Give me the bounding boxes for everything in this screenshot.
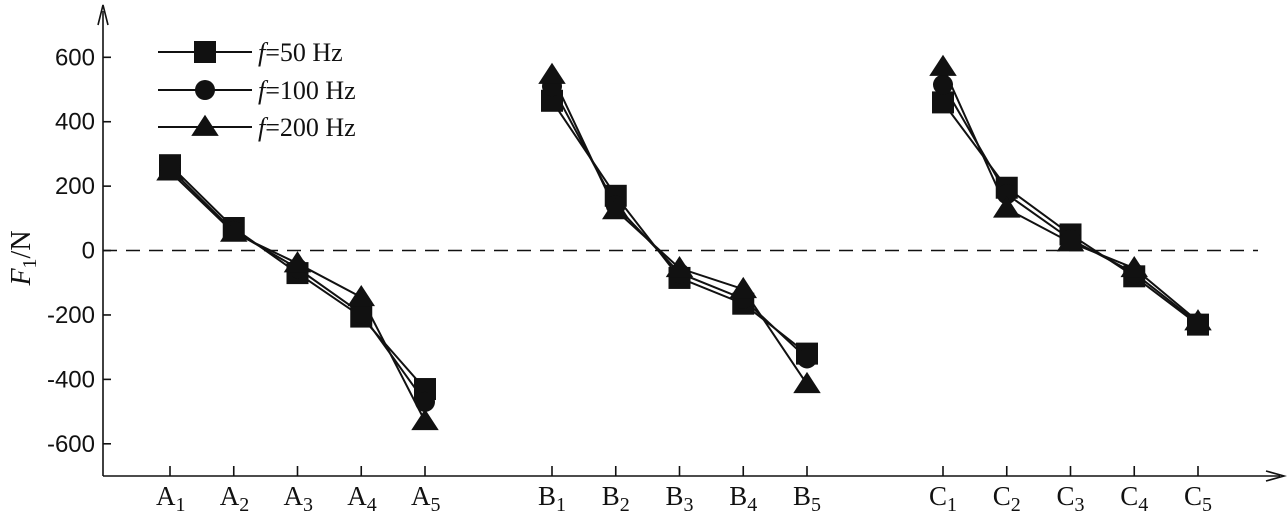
y-axis-label: F1/N — [6, 230, 41, 286]
data-point-f200hz-a3 — [283, 251, 312, 273]
series-line-f200hz-group-b — [551, 74, 808, 385]
data-point-f200hz-a1 — [156, 159, 184, 181]
x-tick-label: C5 — [1184, 481, 1212, 511]
data-point-f200hz-c1 — [929, 54, 957, 76]
data-point-f200hz-b1 — [538, 62, 566, 84]
y-tick-label: 400 — [55, 109, 95, 136]
legend-label-f100hz: f=100 Hz — [258, 76, 356, 105]
legend-marker-f50hz — [194, 41, 216, 63]
data-point-f100hz-c2 — [996, 184, 1017, 205]
x-tick-label: A1 — [156, 481, 186, 511]
data-point-f200hz-a2 — [220, 220, 248, 242]
y-tick-label: 200 — [55, 173, 95, 200]
data-point-f200hz-a4 — [347, 284, 375, 307]
data-point-f100hz-c1 — [933, 74, 953, 95]
legend-marker-f100hz — [195, 80, 215, 100]
data-point-f200hz-a5 — [411, 408, 439, 431]
x-tick-label: B5 — [793, 481, 821, 511]
y-tick-label: 600 — [55, 44, 95, 71]
x-tick-label: C4 — [1120, 481, 1148, 511]
legend-label-f200hz: f=200 Hz — [258, 113, 356, 142]
y-axis-arrow — [97, 4, 109, 26]
data-point-f100hz-a5 — [415, 391, 435, 412]
x-axis-arrow — [1265, 470, 1287, 482]
data-point-f200hz-b2 — [602, 198, 630, 220]
data-point-f200hz-c3 — [1056, 230, 1085, 252]
x-tick-label: C2 — [993, 481, 1021, 511]
x-tick-label: B1 — [538, 481, 566, 511]
data-point-f200hz-b5 — [793, 371, 821, 394]
series-line-f100hz-group-c — [942, 84, 1199, 324]
data-point-f200hz-b3 — [665, 255, 694, 278]
series-line-f50hz-group-c — [942, 101, 1199, 326]
x-tick-label: B2 — [602, 481, 630, 511]
y-tick-label: -400 — [47, 366, 95, 393]
x-tick-label: A2 — [220, 481, 250, 511]
series-line-f200hz-group-a — [169, 170, 426, 422]
axes: -600 -400 -200 0 200 400 600 A1 A2 A3 A4 A5 B1 B2 B3 B4… — [47, 4, 1287, 511]
y-tick-label: -600 — [47, 431, 95, 458]
data-point-f200hz-c4 — [1120, 255, 1148, 278]
legend: f=50 Hz f=100 Hz f=200 Hz — [158, 38, 356, 142]
y-tick-label: 0 — [82, 238, 95, 265]
series-line-f50hz-group-b — [551, 100, 808, 355]
x-tick-label: A5 — [411, 481, 441, 511]
x-tick-label: B3 — [666, 481, 694, 511]
x-tick-label: A4 — [347, 481, 377, 511]
data-point-f100hz-a4 — [351, 303, 372, 324]
legend-marker-f200hz — [191, 114, 219, 136]
series-line-f100hz-group-b — [551, 85, 808, 360]
x-tick-label: B4 — [729, 481, 757, 511]
data-point-f50hz-c1 — [932, 91, 954, 114]
data-point-f200hz-c2 — [993, 196, 1021, 218]
series-line-f200hz-group-c — [942, 66, 1199, 323]
y-tick-label: -200 — [47, 302, 95, 329]
series-markers — [156, 54, 1212, 431]
x-tick-label: C3 — [1057, 481, 1085, 511]
x-tick-label: A3 — [284, 481, 314, 511]
x-tick-label: C1 — [929, 481, 957, 511]
data-point-f200hz-c5 — [1184, 309, 1212, 331]
legend-label-f50hz: f=50 Hz — [258, 38, 343, 67]
data-point-f200hz-b4 — [729, 276, 757, 299]
data-point-f50hz-b1 — [541, 89, 563, 112]
data-point-f100hz-b5 — [797, 348, 817, 369]
